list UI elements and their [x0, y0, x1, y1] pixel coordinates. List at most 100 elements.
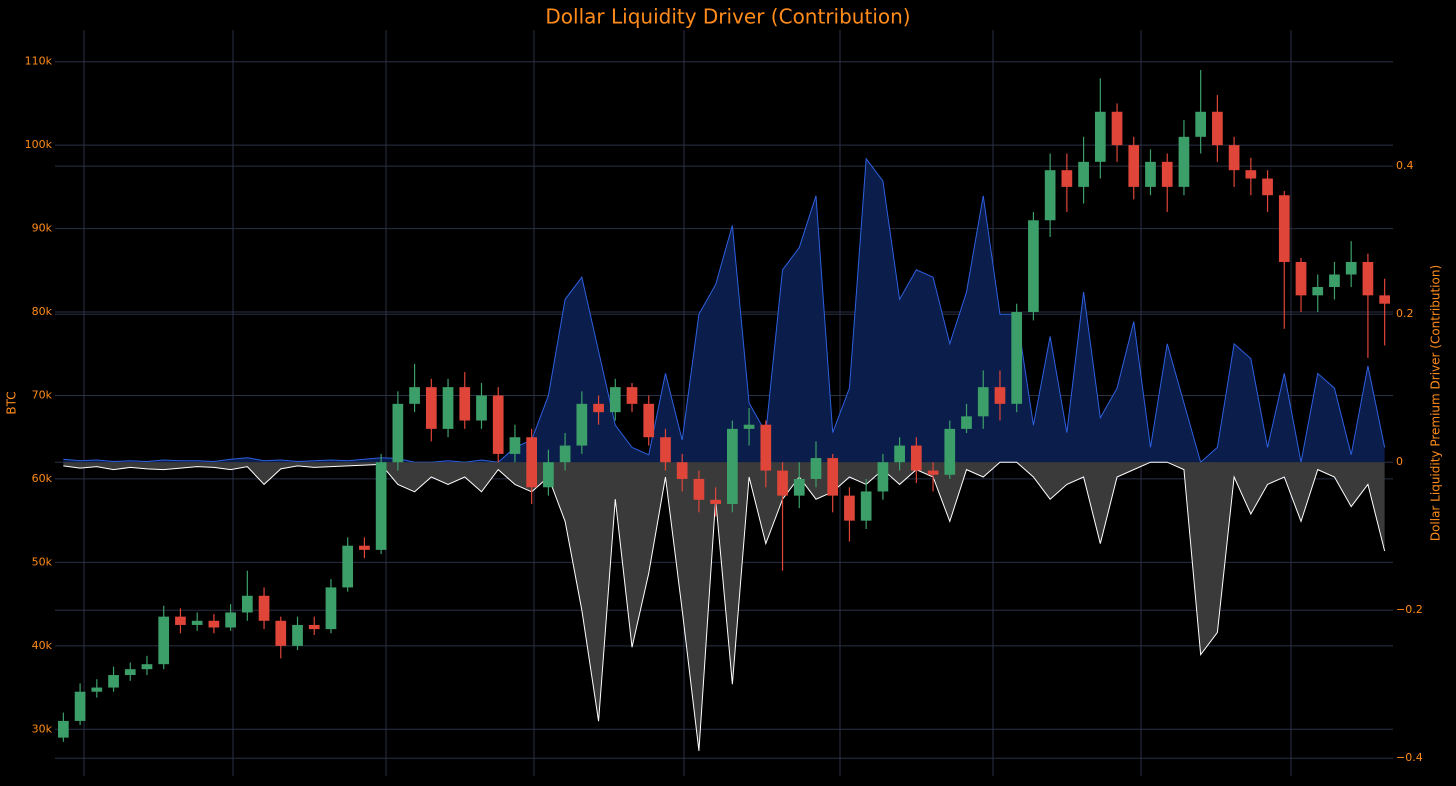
candle-body — [1145, 161, 1156, 187]
candle-body — [1011, 312, 1023, 404]
candle-body — [342, 545, 354, 588]
candle-body — [359, 545, 370, 550]
candle-body — [476, 395, 487, 421]
candle-body — [1345, 261, 1357, 275]
candle-body — [626, 387, 638, 404]
y2-axis-title: Dollar Liquidity Premium Driver (Contrib… — [1429, 265, 1443, 541]
y2-tick-label: −0.4 — [1396, 751, 1423, 764]
candle-body — [1094, 111, 1106, 162]
candle-body — [74, 691, 86, 721]
y-axis-title: BTC — [5, 391, 19, 414]
y2-tick-label: 0.2 — [1396, 307, 1414, 320]
candle-body — [208, 620, 220, 628]
candle-body — [425, 387, 437, 429]
candle-body — [593, 403, 604, 413]
y-tick-label: 100k — [25, 138, 53, 151]
candle-body — [1044, 170, 1056, 221]
y-tick-label: 90k — [32, 222, 53, 235]
candle-body — [844, 495, 855, 521]
area-fill — [63, 158, 1385, 463]
candle-body — [1161, 161, 1173, 187]
y2-tick-label: −0.2 — [1396, 603, 1423, 616]
candle-body — [1329, 274, 1340, 288]
candle-body — [108, 675, 119, 688]
chart-title: Dollar Liquidity Driver (Contribution) — [545, 5, 910, 29]
candle-body — [442, 387, 454, 429]
candle-body — [676, 462, 688, 479]
candle-body — [576, 403, 588, 446]
candle-body — [275, 620, 287, 646]
candle-body — [1262, 178, 1273, 196]
candle-body — [492, 395, 504, 454]
candle-body — [409, 387, 420, 404]
candle-body — [175, 616, 186, 625]
vertical-grid — [83, 30, 1292, 776]
y2-tick-label: 0.4 — [1396, 159, 1414, 172]
candle-body — [308, 624, 320, 630]
candle-body — [1278, 195, 1290, 262]
candle-body — [927, 470, 939, 475]
candle-body — [526, 437, 538, 488]
candle-body — [1078, 161, 1089, 187]
y-tick-label: 30k — [32, 722, 53, 735]
candle-body — [225, 612, 236, 628]
candle-body — [141, 664, 153, 670]
y-tick-label: 40k — [32, 639, 53, 652]
candle-body — [727, 428, 738, 504]
y-tick-label: 70k — [32, 388, 53, 401]
candle-body — [1028, 220, 1039, 313]
candle-body — [910, 445, 922, 471]
candle-body — [810, 458, 822, 479]
candle-body — [827, 458, 839, 496]
candle-body — [1312, 287, 1324, 296]
candle-body — [124, 669, 136, 676]
candle-body — [793, 478, 805, 496]
candle-body — [459, 387, 471, 421]
candle-body — [375, 462, 387, 550]
candle-body — [1195, 111, 1207, 137]
candle-body — [1379, 295, 1390, 304]
candle-body — [660, 437, 671, 463]
candle-body — [1061, 170, 1073, 187]
candle-body — [1111, 111, 1123, 146]
y2-tick-label: 0 — [1396, 455, 1403, 468]
candle-body — [392, 403, 404, 463]
candle-body — [944, 428, 956, 475]
candle-body — [191, 620, 203, 625]
area-line — [63, 461, 1386, 751]
candle-body — [894, 445, 905, 463]
candle-body — [158, 616, 170, 665]
candle-body — [1245, 170, 1257, 179]
area-line — [63, 157, 1386, 464]
candle-body — [777, 470, 788, 496]
candle-body — [559, 445, 571, 463]
candle-body — [258, 595, 270, 621]
candle-body — [1362, 261, 1374, 296]
candle-body — [977, 387, 989, 417]
candle-body — [710, 499, 721, 504]
candle-body — [760, 424, 772, 471]
candle-body — [609, 387, 621, 413]
candle-body — [58, 720, 69, 738]
candle-body — [1212, 111, 1223, 146]
y-tick-label: 50k — [32, 555, 53, 568]
candle-body — [292, 624, 303, 646]
candle-body — [1228, 145, 1240, 171]
candle-body — [1295, 261, 1307, 296]
candle-body — [643, 403, 655, 438]
y-tick-label: 60k — [32, 472, 53, 485]
candle-body — [325, 587, 337, 630]
area-fill — [63, 462, 1385, 751]
candle-body — [1178, 136, 1190, 187]
candle-body — [693, 478, 705, 500]
candle-body — [1128, 145, 1140, 187]
candle-body — [241, 595, 253, 613]
candle-body — [509, 437, 521, 454]
candle-body — [877, 462, 889, 492]
y-tick-label: 110k — [25, 55, 53, 68]
candle-body — [994, 387, 1006, 404]
candle-body — [743, 424, 755, 429]
candle-body — [860, 491, 872, 521]
candle-body — [961, 416, 972, 429]
